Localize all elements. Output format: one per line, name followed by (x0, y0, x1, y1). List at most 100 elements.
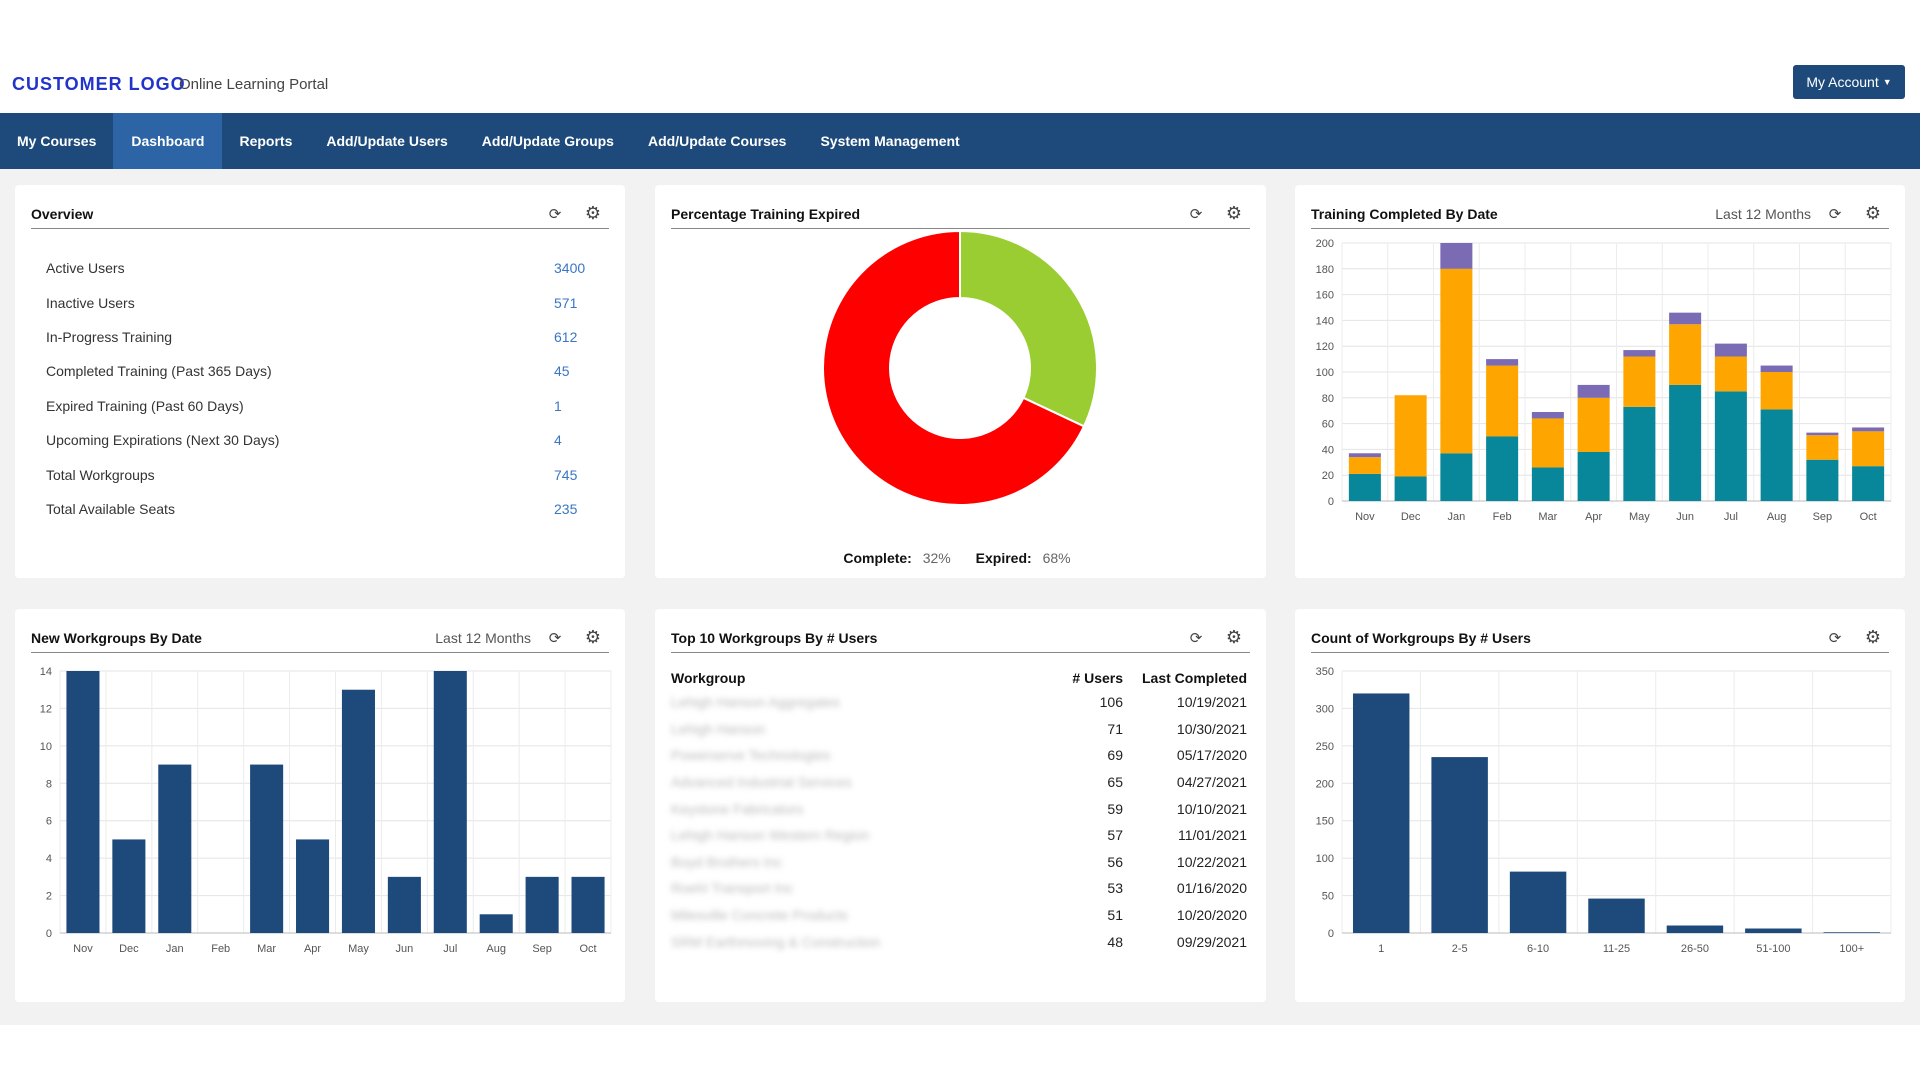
bar-segment[interactable] (1806, 435, 1839, 460)
bar-segment[interactable] (1440, 453, 1473, 501)
bar[interactable] (66, 671, 100, 933)
bar-segment[interactable] (1348, 453, 1381, 458)
overview-value-link[interactable]: 1 (554, 397, 562, 414)
bar-segment[interactable] (1714, 391, 1747, 501)
nav-add-update-courses[interactable]: Add/Update Courses (647, 133, 787, 149)
bar-segment[interactable] (1852, 466, 1885, 501)
bar-segment[interactable] (1531, 411, 1564, 419)
donut-slice-expired[interactable] (822, 229, 1086, 506)
range-selector[interactable]: Last 12 Months (435, 629, 531, 646)
refresh-icon[interactable]: ⟳ (1828, 629, 1842, 647)
gear-icon[interactable]: ⚙ (584, 203, 602, 223)
workgroup-name[interactable]: Lehigh Hanson Western Region (671, 827, 870, 844)
bar-segment[interactable] (1852, 431, 1885, 467)
list-item: Expired Training (Past 60 Days) 1 (46, 389, 606, 423)
gear-icon[interactable]: ⚙ (1225, 627, 1243, 647)
refresh-icon[interactable]: ⟳ (548, 629, 562, 647)
refresh-icon[interactable]: ⟳ (1189, 629, 1203, 647)
bar[interactable] (1509, 871, 1567, 933)
bar[interactable] (525, 876, 559, 933)
card-title: New Workgroups By Date (31, 629, 202, 646)
bar[interactable] (296, 839, 330, 933)
bar-segment[interactable] (1577, 397, 1610, 452)
overview-value-link[interactable]: 4 (554, 432, 562, 449)
bar-segment[interactable] (1486, 365, 1519, 437)
my-account-button[interactable]: My Account ▼ (1793, 65, 1905, 99)
bar[interactable] (250, 764, 284, 933)
workgroup-name[interactable]: SRM Earthmoving & Construction (671, 933, 881, 950)
bar-segment[interactable] (1852, 427, 1885, 432)
bar-segment[interactable] (1669, 384, 1702, 501)
overview-value-link[interactable]: 745 (554, 466, 578, 483)
bar-segment[interactable] (1669, 324, 1702, 385)
bar-segment[interactable] (1577, 384, 1610, 398)
gear-icon[interactable]: ⚙ (1864, 627, 1882, 647)
gear-icon[interactable]: ⚙ (1864, 203, 1882, 223)
bar-segment[interactable] (1760, 372, 1793, 410)
range-selector[interactable]: Last 12 Months (1715, 205, 1811, 222)
donut-slice-complete[interactable] (959, 229, 1098, 428)
bar[interactable] (433, 671, 467, 933)
bar-segment[interactable] (1669, 312, 1702, 325)
bar[interactable] (1352, 693, 1410, 933)
gear-icon[interactable]: ⚙ (584, 627, 602, 647)
overview-value-link[interactable]: 571 (554, 294, 578, 311)
bar[interactable] (1431, 757, 1488, 933)
bar-segment[interactable] (1348, 457, 1381, 474)
bar-segment[interactable] (1440, 243, 1473, 269)
bar[interactable] (479, 914, 513, 933)
overview-value-link[interactable]: 45 (554, 363, 570, 380)
bar[interactable] (341, 689, 375, 933)
bar-segment[interactable] (1623, 356, 1656, 407)
nav-reports[interactable]: Reports (239, 133, 293, 149)
bar[interactable] (1745, 928, 1802, 933)
workgroup-name[interactable]: Milesville Concrete Products (671, 907, 848, 924)
bar-segment[interactable] (1440, 268, 1473, 454)
refresh-icon[interactable]: ⟳ (548, 205, 562, 223)
workgroup-name[interactable]: Roehl Transport Inc (671, 880, 794, 897)
bar[interactable] (571, 876, 605, 933)
bar-segment[interactable] (1623, 350, 1656, 357)
customer-logo[interactable]: CUSTOMER LOGO (12, 74, 186, 94)
nav-system-management[interactable]: System Management (820, 133, 960, 149)
workgroup-name[interactable]: Keystone Fabricators (671, 800, 804, 817)
refresh-icon[interactable]: ⟳ (1189, 205, 1203, 223)
workgroup-name[interactable]: Lehigh Hanson Aggregates (671, 694, 840, 711)
bar-segment[interactable] (1348, 473, 1381, 501)
bar[interactable] (387, 876, 421, 933)
nav-dashboard[interactable]: Dashboard (113, 113, 223, 169)
bar[interactable] (1588, 898, 1645, 933)
workgroup-name[interactable]: Powerserve Technologies (671, 747, 831, 764)
bar-segment[interactable] (1394, 476, 1427, 501)
bar-segment[interactable] (1486, 359, 1519, 366)
bar-segment[interactable] (1760, 365, 1793, 372)
bar-segment[interactable] (1486, 436, 1519, 502)
bar-segment[interactable] (1577, 451, 1610, 501)
x-tick-label: Jan (1448, 511, 1466, 523)
bar-segment[interactable] (1714, 356, 1747, 392)
bar-segment[interactable] (1806, 432, 1839, 436)
bar-segment[interactable] (1806, 459, 1839, 501)
bar[interactable] (1823, 932, 1881, 933)
workgroup-name[interactable]: Boyd Brothers Inc (671, 853, 783, 870)
bar-segment[interactable] (1531, 418, 1564, 468)
workgroup-name[interactable]: Advanced Industrial Services (671, 774, 852, 791)
nav-add-update-groups[interactable]: Add/Update Groups (481, 133, 614, 149)
refresh-icon[interactable]: ⟳ (1828, 205, 1842, 223)
overview-value-link[interactable]: 3400 (554, 260, 586, 277)
bar-segment[interactable] (1531, 467, 1564, 501)
bar-segment[interactable] (1760, 409, 1793, 501)
y-tick-label: 10 (40, 741, 52, 753)
bar[interactable] (112, 839, 146, 933)
nav-my-courses[interactable]: My Courses (17, 133, 97, 149)
bar-segment[interactable] (1714, 343, 1747, 357)
bar-segment[interactable] (1394, 395, 1427, 477)
bar-segment[interactable] (1623, 406, 1656, 501)
overview-value-link[interactable]: 612 (554, 328, 578, 345)
overview-value-link[interactable]: 235 (554, 500, 578, 517)
bar[interactable] (158, 764, 192, 933)
workgroup-name[interactable]: Lehigh Hanson (671, 720, 766, 737)
gear-icon[interactable]: ⚙ (1225, 203, 1243, 223)
bar[interactable] (1666, 925, 1724, 933)
nav-add-update-users[interactable]: Add/Update Users (326, 133, 448, 149)
